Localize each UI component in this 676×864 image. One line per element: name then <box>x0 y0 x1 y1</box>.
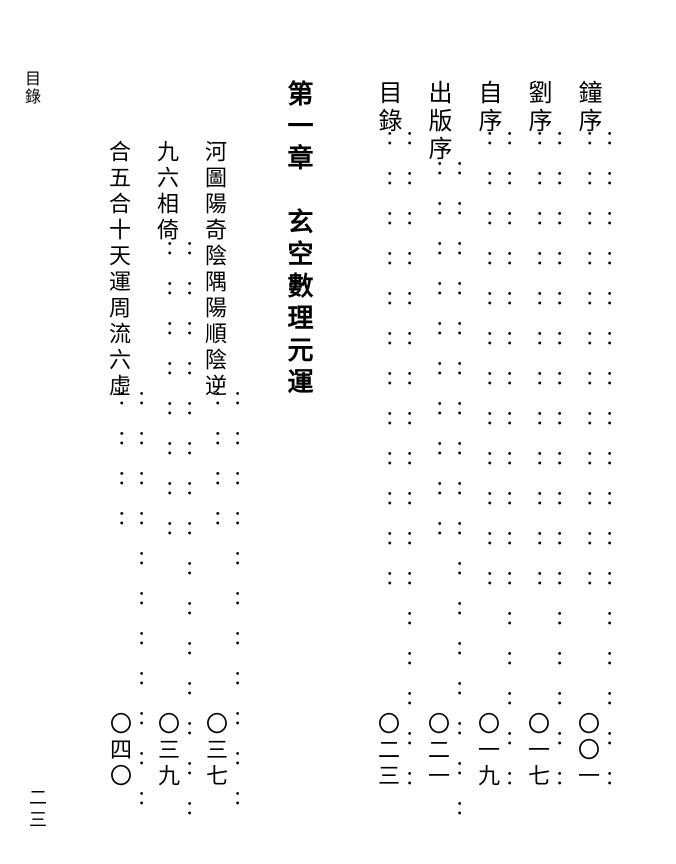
toc-entry: 河圖陽奇陰隅陽順陰逆： ： ： ： ： ： ： ： ： ： ： ： ： ： ： … <box>198 140 230 820</box>
toc-entry: 自序： ： ： ： ： ： ： ： ： ： ： ： ： ： ： ： ： ： ： … <box>470 80 505 820</box>
entry-page: 〇二三 <box>371 712 403 790</box>
toc-entry: 劉序： ： ： ： ： ： ： ： ： ： ： ： ： ： ： ： ： ： ： … <box>520 80 555 820</box>
toc-entry: 九六相倚： ： ： ： ： ： ： ： ： ： ： ： ： ： ： ： ： ： … <box>150 140 182 820</box>
chapter-title: 第一章 玄空數理元運 <box>280 80 317 820</box>
entry-page: 〇一七 <box>521 712 553 790</box>
entry-page: 〇一九 <box>471 712 503 790</box>
entry-page: 〇二一 <box>421 712 453 790</box>
entry-page: 〇四〇 <box>103 712 135 790</box>
header-label: 目錄 <box>18 70 42 106</box>
entry-page: 〇〇一 <box>571 712 603 790</box>
toc-entry: 出版序： ： ： ： ： ： ： ： ： ： ： ： ： ： ： ： ： ： ：… <box>420 80 455 820</box>
toc-entry: 合五合十天運周流六虛： ： ： ： ： ： ： ： ： ： ： ： ： ： ： … <box>102 140 134 820</box>
entry-page: 〇三九 <box>151 712 183 790</box>
chapter-heading: 第一章 玄空數理元運 <box>280 80 317 820</box>
toc-entry: 目錄： ： ： ： ： ： ： ： ： ： ： ： ： ： ： ： ： ： ： … <box>370 80 405 820</box>
page-number: 二三 <box>24 788 50 832</box>
entry-page: 〇三七 <box>199 712 231 790</box>
toc-entry: 鐘序： ： ： ： ： ： ： ： ： ： ： ： ： ： ： ： ： ： ： … <box>570 80 605 820</box>
